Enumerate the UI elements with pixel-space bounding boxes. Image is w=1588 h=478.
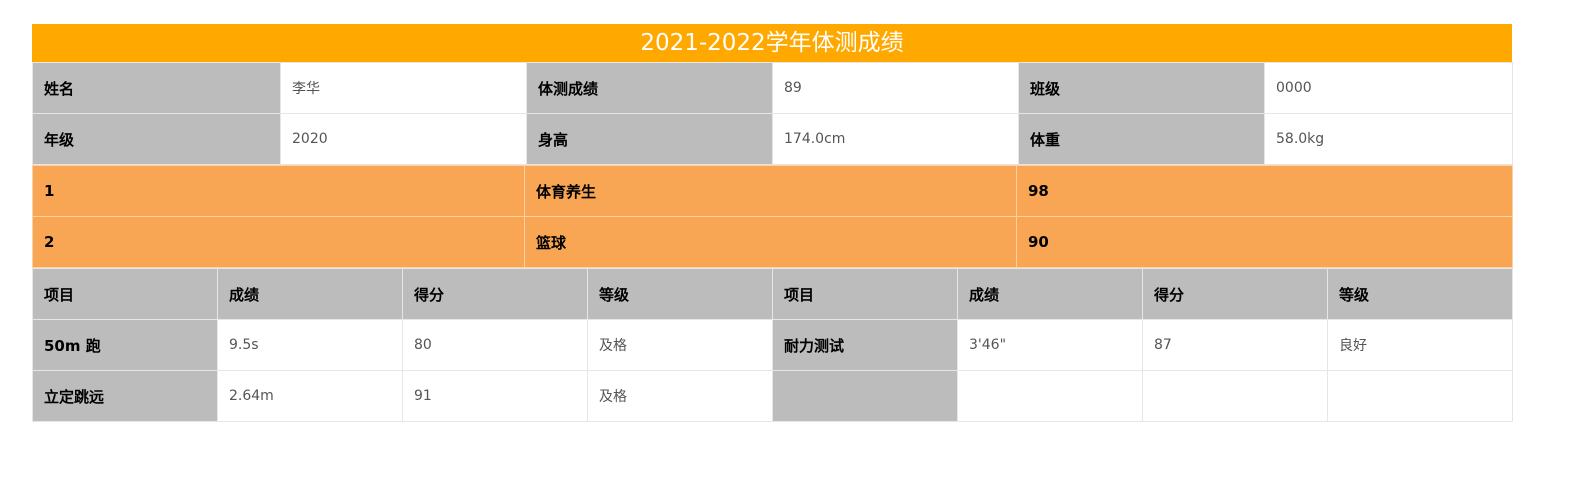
test-level: 及格 — [587, 370, 773, 422]
test-level — [1327, 370, 1513, 422]
header-points: 得分 — [1142, 268, 1328, 320]
elective-number: 2 — [32, 216, 525, 268]
elective-score: 98 — [1016, 165, 1513, 217]
table-row: 立定跳远 2.64m 91 及格 — [32, 370, 1513, 422]
test-item: 立定跳远 — [32, 370, 218, 422]
name-label: 姓名 — [32, 62, 281, 114]
elective-course-table: 1 体育养生 98 2 篮球 90 — [32, 165, 1513, 268]
grade-label: 年级 — [32, 113, 281, 165]
test-result: 9.5s — [217, 319, 403, 371]
header-result: 成绩 — [957, 268, 1143, 320]
height-value: 174.0cm — [772, 113, 1019, 165]
test-result: 3'46" — [957, 319, 1143, 371]
info-row: 姓名 李华 体测成绩 89 班级 0000 — [32, 62, 1513, 114]
header-points: 得分 — [402, 268, 588, 320]
header-level: 等级 — [1327, 268, 1513, 320]
test-item: 50m 跑 — [32, 319, 218, 371]
header-result: 成绩 — [217, 268, 403, 320]
elective-course: 篮球 — [524, 216, 1017, 268]
fitness-report: 2021-2022学年体测成绩 姓名 李华 体测成绩 89 班级 0000 年级… — [32, 24, 1513, 422]
total-score-label: 体测成绩 — [526, 62, 773, 114]
test-points: 87 — [1142, 319, 1328, 371]
elective-row: 2 篮球 90 — [32, 216, 1513, 268]
test-item: 耐力测试 — [772, 319, 958, 371]
report-title: 2021-2022学年体测成绩 — [32, 24, 1512, 62]
grade-value: 2020 — [280, 113, 527, 165]
test-result: 2.64m — [217, 370, 403, 422]
class-value: 0000 — [1264, 62, 1513, 114]
test-scores-table: 项目 成绩 得分 等级 项目 成绩 得分 等级 50m 跑 9.5s 80 及格… — [32, 268, 1513, 422]
test-points: 91 — [402, 370, 588, 422]
weight-label: 体重 — [1018, 113, 1265, 165]
elective-number: 1 — [32, 165, 525, 217]
header-level: 等级 — [587, 268, 773, 320]
test-level: 良好 — [1327, 319, 1513, 371]
elective-course: 体育养生 — [524, 165, 1017, 217]
student-info-table: 姓名 李华 体测成绩 89 班级 0000 年级 2020 身高 174.0cm… — [32, 62, 1513, 165]
test-item — [772, 370, 958, 422]
test-result — [957, 370, 1143, 422]
total-score-value: 89 — [772, 62, 1019, 114]
test-points — [1142, 370, 1328, 422]
table-row: 50m 跑 9.5s 80 及格 耐力测试 3'46" 87 良好 — [32, 319, 1513, 371]
height-label: 身高 — [526, 113, 773, 165]
elective-row: 1 体育养生 98 — [32, 165, 1513, 217]
info-row: 年级 2020 身高 174.0cm 体重 58.0kg — [32, 113, 1513, 165]
test-points: 80 — [402, 319, 588, 371]
header-item: 项目 — [772, 268, 958, 320]
test-level: 及格 — [587, 319, 773, 371]
weight-value: 58.0kg — [1264, 113, 1513, 165]
name-value: 李华 — [280, 62, 527, 114]
table-header-row: 项目 成绩 得分 等级 项目 成绩 得分 等级 — [32, 268, 1513, 320]
header-item: 项目 — [32, 268, 218, 320]
elective-score: 90 — [1016, 216, 1513, 268]
class-label: 班级 — [1018, 62, 1265, 114]
